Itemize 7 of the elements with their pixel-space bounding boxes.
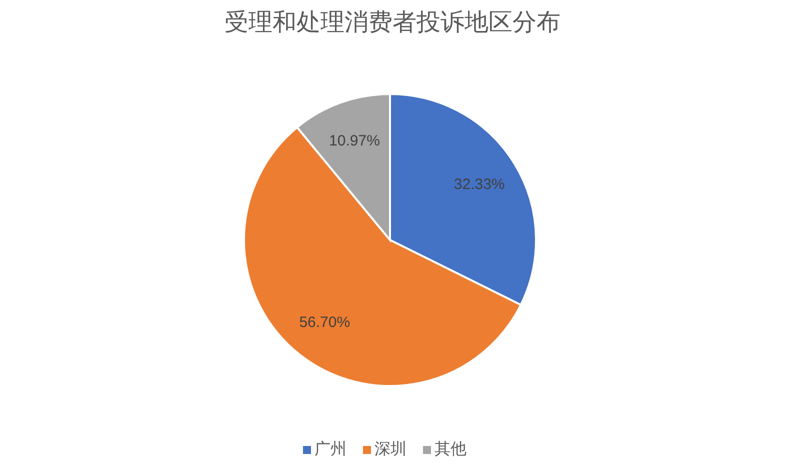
- legend-label: 广州: [314, 439, 346, 458]
- legend-label: 其他: [434, 439, 466, 458]
- chart-title: 受理和处理消费者投诉地区分布: [224, 7, 562, 38]
- data-label: 32.33%: [454, 176, 505, 194]
- legend-label: 深圳: [374, 439, 406, 458]
- data-label: 10.97%: [329, 132, 380, 150]
- data-label: 56.70%: [299, 314, 350, 331]
